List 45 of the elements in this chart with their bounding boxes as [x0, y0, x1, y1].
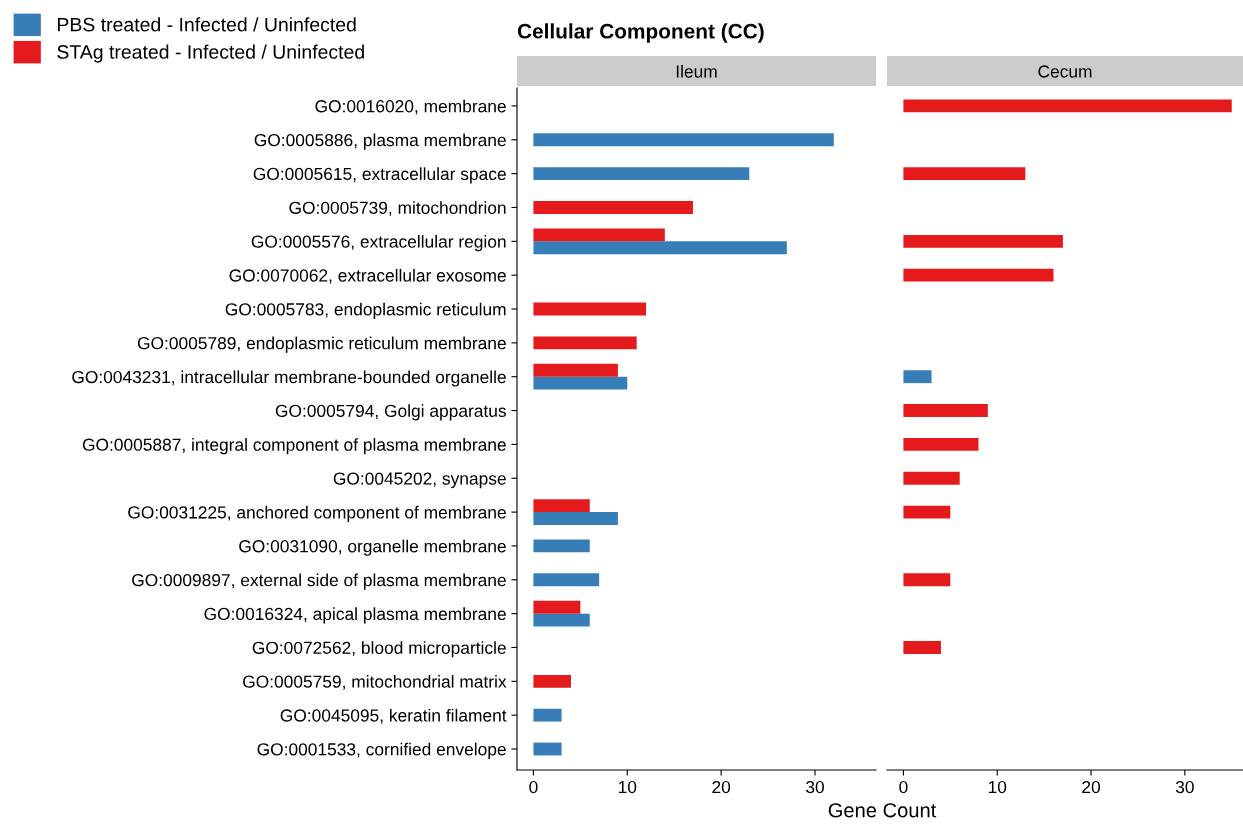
y-tick-label: GO:0031225, anchored component of membrane: [128, 505, 506, 522]
bar: [903, 505, 951, 519]
bar: [903, 370, 932, 384]
y-tick-label: GO:0045095, keratin filament: [280, 708, 507, 724]
y-tick-label: GO:0070062, extracellular exosome: [229, 268, 506, 284]
bar: [903, 99, 1232, 113]
y-tick-label: GO:0005576, extracellular region: [251, 235, 506, 252]
bar: [903, 573, 951, 587]
x-tick-label: 10: [988, 780, 1007, 794]
x-tick-label: 10: [618, 780, 637, 794]
bar: [903, 437, 979, 451]
legend-label: PBS treated - Infected / Uninfected: [57, 17, 356, 32]
x-tick-label: 0: [529, 780, 538, 794]
y-tick-label: GO:0005794, Golgi apparatus: [275, 404, 506, 421]
bar: [903, 167, 1026, 181]
x-tick-label: 30: [1175, 780, 1194, 794]
y-tick-label: GO:0005783, endoplasmic reticulum: [225, 302, 506, 319]
chart-subtitle: Ileum: [676, 64, 717, 78]
y-tick-label: GO:0072562, blood microparticle: [252, 641, 506, 658]
y-tick-label: GO:0043231, intracellular membrane-bounded organelle: [72, 370, 506, 387]
y-tick-label: GO:0005887, integral component of plasma membrane: [82, 438, 506, 455]
y-tick-label: GO:0045202, synapse: [333, 472, 506, 489]
bar: [903, 268, 1054, 282]
y-tick-label: GO:0005886, plasma membrane: [254, 133, 506, 150]
bar: [903, 471, 960, 485]
bar: [903, 234, 1063, 248]
y-tick-label: GO:0016324, apical plasma membrane: [204, 607, 506, 624]
y-tick-label: GO:0005739, mitochondrion: [289, 201, 506, 216]
x-tick-label: 20: [1082, 780, 1101, 794]
chart-title: Cellular Component (CC): [517, 23, 764, 43]
y-tick-label: GO:0005759, mitochondrial matrix: [243, 675, 507, 690]
y-tick-label: GO:0016020, membrane: [315, 99, 506, 115]
y-tick-label: GO:0005789, endoplasmic reticulum membrane: [137, 336, 506, 353]
x-tick-label: 0: [899, 780, 908, 794]
bar: [903, 641, 941, 654]
y-tick-label: GO:0031090, organelle membrane: [239, 539, 506, 556]
x-tick-label: 30: [806, 780, 824, 794]
x-tick-label: 20: [712, 780, 731, 794]
y-tick-label: GO:0001533, cornified envelope: [257, 742, 506, 759]
y-tick-label: GO:0005615, extracellular space: [253, 167, 506, 184]
bar: [903, 404, 988, 417]
legend-label: STAg treated - Infected / Uninfected: [57, 44, 364, 63]
x-axis-title: Gene Count: [828, 803, 937, 818]
y-tick-label: GO:0009897, external side of plasma membrane: [132, 573, 506, 590]
chart-subtitle: Cecum: [1038, 65, 1092, 78]
